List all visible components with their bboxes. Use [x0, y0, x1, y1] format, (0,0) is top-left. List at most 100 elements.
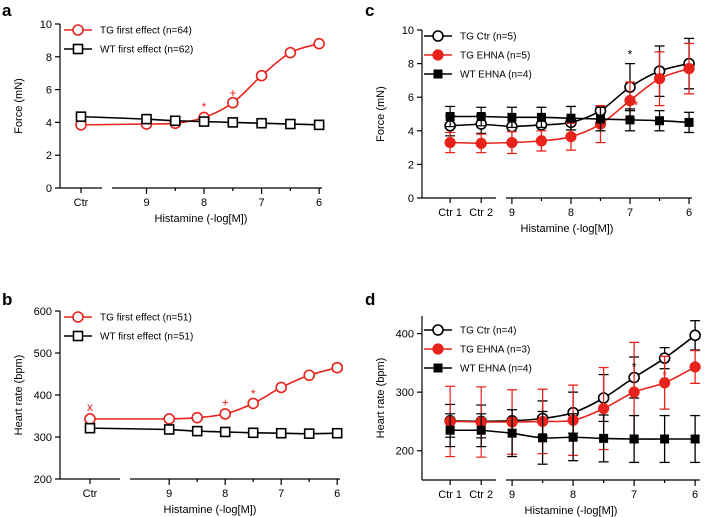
legend-item: TG Ctr (n=5) — [424, 30, 516, 43]
x-tick-label: 9 — [509, 207, 515, 219]
data-point-ctr — [84, 413, 96, 425]
x-tick-label: 8 — [201, 197, 207, 209]
series-0 — [84, 361, 344, 425]
legend-item: WT EHNA (n=4) — [424, 363, 532, 375]
ctr-tick-label: Ctr 2 — [469, 489, 493, 501]
data-point — [331, 361, 344, 374]
data-point — [628, 386, 640, 398]
data-point — [313, 119, 325, 131]
y-tick-label: 300 — [396, 387, 414, 399]
data-point — [659, 377, 671, 389]
significance-marker: x — [87, 400, 93, 414]
legend-marker — [72, 330, 84, 342]
ctr-tick-label: Ctr — [74, 197, 89, 209]
data-point — [683, 63, 695, 75]
significance-marker: + — [229, 86, 236, 100]
data-point — [599, 433, 609, 443]
data-point — [536, 112, 546, 122]
data-point — [247, 427, 259, 439]
y-tick-label: 2 — [46, 150, 52, 162]
data-point — [689, 329, 701, 342]
panel-label: a — [2, 1, 12, 20]
data-point — [198, 116, 210, 127]
data-point-ctr — [445, 112, 455, 122]
ctr-tick-label: Ctr — [83, 488, 98, 500]
x-tick-label: 8 — [570, 489, 576, 501]
bridge-line — [80, 123, 147, 126]
x-tick-label: 7 — [278, 488, 284, 500]
data-point — [595, 114, 605, 124]
x-tick-label: 6 — [316, 197, 322, 209]
data-point-ctr — [444, 136, 456, 149]
y-tick-label: 300 — [34, 432, 52, 444]
legend-label: TG Ctr (n=5) — [460, 32, 516, 43]
legend-item: TG EHNA (n=3) — [424, 343, 530, 356]
data-point — [313, 37, 325, 50]
data-point — [598, 402, 610, 415]
data-point — [275, 427, 287, 439]
significance-marker: * — [202, 100, 207, 114]
legend-item: WT EHNA (n=4) — [424, 69, 532, 81]
significance-marker: * — [628, 47, 633, 61]
legend-marker — [72, 43, 84, 55]
significance-marker: * — [662, 369, 667, 383]
x-axis-label: Histamine (-log[M]) — [155, 213, 248, 225]
x-tick-label: 6 — [334, 488, 340, 500]
data-point — [219, 426, 231, 438]
data-point — [191, 411, 203, 424]
bridge-line — [80, 115, 147, 120]
panel-label: b — [2, 290, 12, 309]
y-tick-label: 4 — [46, 117, 52, 129]
y-tick-label: 200 — [34, 474, 52, 486]
data-point — [625, 115, 635, 125]
series-2 — [445, 105, 695, 134]
legend-marker — [433, 69, 443, 79]
data-point — [284, 46, 297, 59]
panel-label: d — [365, 290, 375, 309]
panel-a: a 0 2 4 6 8 10 Ctr 9 8 7 6 Histamine (-log[M]) Force … — [2, 1, 325, 225]
legend-item: TG Ctr (n=4) — [424, 324, 516, 337]
legend-label: WT EHNA (n=4) — [460, 70, 532, 81]
y-tick-label: 6 — [46, 85, 52, 97]
data-point-ctr — [476, 425, 486, 435]
significance-marker: * — [634, 99, 639, 113]
data-point — [191, 425, 203, 437]
x-tick-label: 7 — [631, 489, 637, 501]
y-tick-label: 10 — [40, 19, 52, 31]
x-tick-label: 9 — [166, 488, 172, 500]
legend-marker — [432, 343, 444, 355]
data-point — [624, 94, 636, 107]
ctr-tick-label: Ctr 1 — [438, 489, 462, 501]
x-tick-label: 6 — [686, 207, 692, 219]
series-1 — [75, 111, 325, 131]
data-point — [331, 427, 343, 439]
y-tick-label: 4 — [408, 126, 414, 138]
data-point — [689, 361, 701, 373]
data-point — [538, 433, 548, 443]
data-point — [255, 69, 268, 82]
data-point-ctr — [475, 137, 487, 149]
y-tick-label: 400 — [396, 329, 414, 341]
legend-label: WT EHNA (n=4) — [460, 364, 532, 375]
x-axis-label: Histamine (-log[M]) — [525, 505, 618, 517]
x-tick-label: 8 — [568, 207, 574, 219]
data-point — [566, 113, 576, 123]
legend-marker — [432, 49, 444, 61]
y-tick-label: 0 — [408, 193, 414, 205]
data-point-ctr — [476, 112, 486, 122]
legend-marker — [72, 24, 84, 36]
data-point — [535, 135, 548, 147]
x-tick-label: 7 — [627, 207, 633, 219]
y-tick-label: 0 — [46, 183, 52, 195]
legend-item: WT first effect (n=51) — [64, 330, 193, 343]
y-axis-label: Heart rate (bpm) — [13, 355, 25, 436]
data-point — [256, 117, 267, 129]
panel-label: c — [365, 1, 374, 20]
data-point — [629, 434, 639, 444]
data-point — [660, 434, 670, 444]
legend-label: TG Ctr (n=4) — [460, 326, 516, 337]
ctr-tick-label: Ctr 1 — [438, 207, 462, 219]
data-point — [565, 131, 577, 143]
legend-marker — [432, 30, 444, 42]
